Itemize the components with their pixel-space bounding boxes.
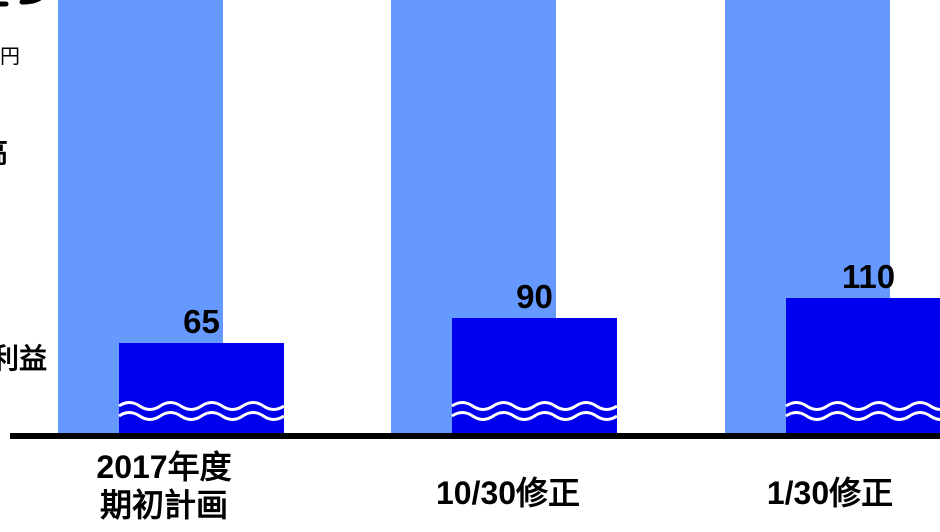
axis-break-wave — [118, 401, 285, 411]
profit-label-fragment: 利益 — [0, 343, 47, 374]
category-label: 10/30修正 — [436, 475, 580, 511]
axis-break-marks — [118, 401, 940, 421]
profit-series — [119, 298, 940, 433]
axis-break-wave — [785, 411, 940, 421]
category-label: 期初計画 — [100, 487, 228, 523]
profit-value-label: 65 — [183, 303, 220, 340]
profit-value-label: 110 — [842, 258, 895, 295]
axis-break-wave — [451, 411, 618, 421]
profit-bar — [786, 298, 940, 433]
sales-series — [58, 0, 890, 434]
title-fragment — [0, 0, 42, 7]
unit-label: 億円 — [0, 45, 20, 68]
profit-value-label: 90 — [516, 278, 553, 315]
profit-value-labels: 65 90 110 — [183, 258, 895, 340]
axis-break-wave — [785, 401, 940, 411]
axis-break-wave — [451, 401, 618, 411]
sales-label-fragment: 高 — [0, 137, 8, 168]
axis-break-wave — [118, 411, 285, 421]
category-label: 2017年度 — [96, 449, 231, 485]
category-label: 1/30修正 — [767, 475, 893, 511]
